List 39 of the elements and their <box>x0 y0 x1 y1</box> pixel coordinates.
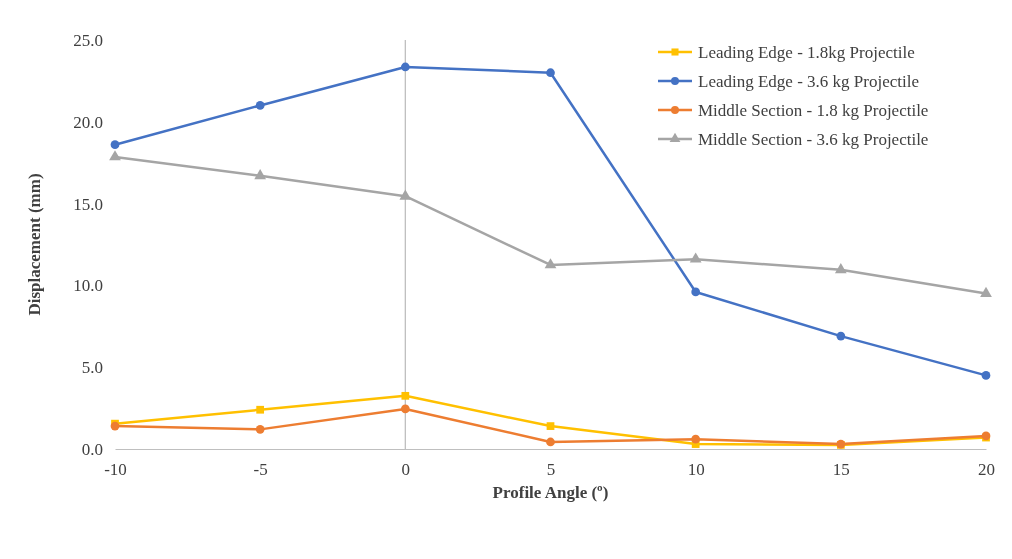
y-axis-title: Displacement (mm) <box>25 173 44 316</box>
x-tick-label: 0 <box>401 460 411 480</box>
point <box>256 405 265 414</box>
y-tick-label: 10.0 <box>73 276 103 296</box>
point <box>691 434 701 444</box>
point <box>834 263 847 274</box>
point <box>689 252 702 263</box>
point <box>110 140 120 150</box>
point <box>546 422 555 430</box>
point <box>546 68 555 78</box>
legend-label: Leading Edge - 3.6 kg Projectile <box>698 72 919 91</box>
point <box>691 287 701 297</box>
y-tick-label: 0.0 <box>81 439 103 459</box>
y-tick-label: 25.0 <box>73 30 103 50</box>
point <box>255 101 265 110</box>
x-tick-label: -5 <box>253 460 268 480</box>
point <box>981 371 991 380</box>
point <box>980 286 992 297</box>
point <box>546 437 555 447</box>
point <box>400 62 410 72</box>
y-tick-label: 20.0 <box>73 112 103 132</box>
legend-label: Leading Edge - 1.8kg Projectile <box>698 43 915 62</box>
y-tick-label: 5.0 <box>81 358 103 378</box>
point <box>401 391 410 400</box>
legend-label: Middle Section - 3.6 kg Projectile <box>698 130 929 149</box>
x-tick-label: 15 <box>832 460 850 480</box>
point <box>254 168 267 180</box>
point <box>255 425 265 434</box>
y-tick-label: 15.0 <box>73 194 103 214</box>
legend-label: Middle Section - 1.8 kg Projectile <box>698 101 929 120</box>
x-tick-label: -10 <box>104 460 127 480</box>
x-tick-label: 20 <box>978 460 995 480</box>
x-tick-label: 5 <box>546 460 556 480</box>
x-tick-label: 10 <box>687 460 705 480</box>
point <box>400 404 410 414</box>
point <box>544 258 557 269</box>
point <box>836 331 846 341</box>
x-axis-title: Profile Angle (º) <box>492 483 609 502</box>
point <box>109 150 121 161</box>
